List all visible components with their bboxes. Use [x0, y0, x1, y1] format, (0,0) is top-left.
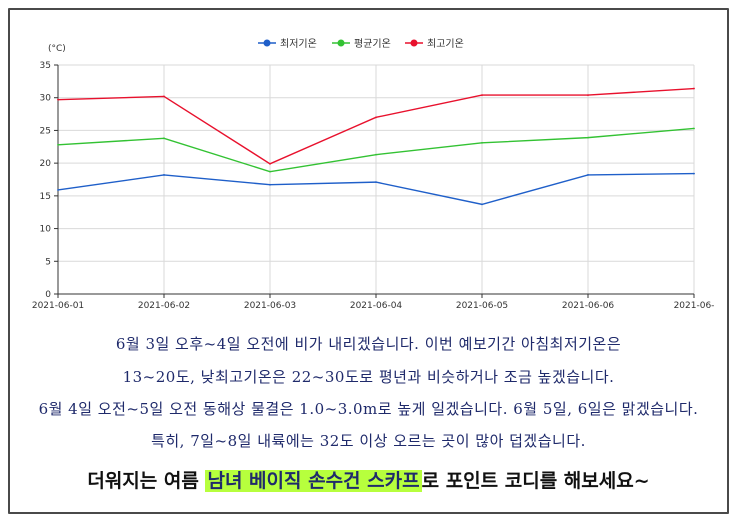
x-tick-label: 2021-06-01: [32, 301, 84, 311]
x-tick-label: 2021-06-: [674, 301, 715, 311]
data-point: [693, 127, 695, 130]
data-point: [375, 153, 377, 156]
promo-text-start: 더워지는 여름: [87, 470, 206, 492]
y-tick-label: 15: [40, 192, 51, 202]
y-tick-label: 35: [40, 61, 51, 71]
x-tick-label: 2021-06-02: [138, 301, 190, 311]
data-point: [269, 170, 271, 173]
forecast-line-1: 6월 3일 오후~4일 오전에 비가 내리겠습니다. 이번 예보기간 아침최저기…: [115, 335, 622, 353]
promo-product-highlight: 남녀 베이직 손수건 스카프: [205, 470, 422, 492]
x-tick-label: 2021-06-05: [456, 301, 508, 311]
data-point: [481, 94, 483, 96]
data-point: [163, 174, 165, 176]
forecast-line-3: 6월 4일 오전~5일 오전 동해상 물결은 1.0~3.0m로 높게 일겠습니…: [38, 400, 699, 418]
data-point: [587, 174, 589, 176]
data-point: [481, 203, 483, 206]
axes: 0 5 10 15 20 25 30 35 2021-06-01 2021-06-02 2021-0…: [32, 61, 715, 311]
data-point: [587, 94, 589, 96]
data-point: [57, 143, 59, 146]
y-tick-label: 30: [40, 94, 52, 104]
forecast-line-4: 특히, 7일~8일 내륙에는 32도 이상 오르는 곳이 많아 덥겠습니다.: [151, 432, 586, 450]
forecast-line-2: 13~20도, 낮최고기온은 22~30도로 평년과 비슷하거나 조금 높겠습니…: [122, 368, 615, 386]
x-tick-label: 2021-06-04: [350, 301, 403, 311]
y-tick-label: 5: [45, 257, 51, 267]
y-tick-label: 20: [40, 159, 52, 169]
data-point: [163, 137, 165, 140]
data-point: [57, 98, 59, 101]
promo-text-end: 로 포인트 코디를 해보세요~: [421, 470, 650, 492]
temperature-line-chart: 최저기온 평균기온 최고기온 (°C) 0 5 10 15 20 25 30 35 2021-06-…: [32, 38, 715, 311]
data-point: [163, 95, 165, 98]
data-point: [269, 183, 271, 186]
data-point: [375, 181, 377, 184]
data-point: [587, 136, 589, 139]
legend-label: 최저기온: [280, 38, 317, 50]
y-tick-label: 10: [40, 225, 52, 235]
data-point: [693, 172, 695, 175]
data-point: [57, 189, 59, 191]
promo-banner: 더워지는 여름 남녀 베이직 손수건 스카프 로 포인트 코디를 해보세요~: [0, 466, 737, 493]
grid-lines: [58, 64, 695, 294]
data-point: [693, 87, 695, 90]
x-tick-label: 2021-06-03: [244, 301, 296, 311]
legend-label: 평균기온: [354, 38, 391, 50]
legend-label: 최고기온: [427, 38, 464, 50]
legend-marker: [410, 39, 418, 47]
x-tick-label: 2021-06-06: [562, 301, 615, 311]
y-axis-unit: (°C): [48, 44, 66, 54]
legend-marker: [263, 39, 271, 47]
y-tick-label: 25: [40, 126, 51, 136]
series-lines: [57, 87, 695, 206]
chart-legend: 최저기온 평균기온 최고기온: [258, 38, 464, 50]
y-tick-label: 0: [45, 290, 51, 300]
data-point: [375, 116, 377, 119]
legend-marker: [337, 39, 345, 47]
data-point: [481, 141, 483, 144]
data-point: [269, 162, 271, 165]
